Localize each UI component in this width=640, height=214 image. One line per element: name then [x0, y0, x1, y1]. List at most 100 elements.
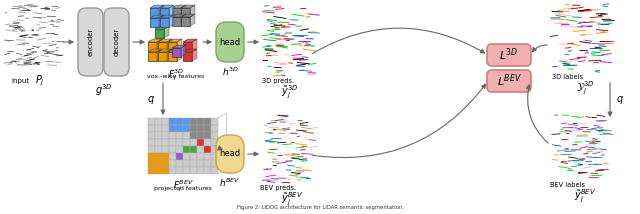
- Polygon shape: [155, 29, 164, 38]
- Bar: [169, 146, 176, 153]
- Bar: [190, 139, 197, 146]
- Polygon shape: [183, 52, 192, 61]
- Bar: [190, 146, 197, 153]
- Bar: [183, 125, 190, 132]
- Bar: [197, 146, 204, 153]
- Polygon shape: [168, 39, 182, 42]
- Bar: [155, 153, 162, 160]
- Text: $P_j$: $P_j$: [35, 74, 45, 88]
- Polygon shape: [192, 49, 197, 61]
- Bar: [162, 167, 169, 174]
- Bar: [169, 139, 176, 146]
- Polygon shape: [158, 39, 172, 42]
- Bar: [155, 167, 162, 174]
- Bar: [211, 160, 218, 167]
- Polygon shape: [148, 39, 162, 42]
- Bar: [211, 132, 218, 139]
- Polygon shape: [183, 49, 197, 52]
- Polygon shape: [148, 42, 157, 51]
- Bar: [190, 118, 197, 125]
- Bar: [162, 139, 169, 146]
- Polygon shape: [150, 5, 164, 8]
- Polygon shape: [172, 48, 181, 57]
- Bar: [197, 139, 204, 146]
- Bar: [162, 118, 169, 125]
- Bar: [204, 132, 211, 139]
- Bar: [197, 132, 204, 139]
- Bar: [211, 125, 218, 132]
- Bar: [162, 160, 169, 167]
- Text: $F_j^{BEV}$: $F_j^{BEV}$: [173, 178, 193, 193]
- Bar: [148, 167, 155, 174]
- Polygon shape: [159, 15, 164, 27]
- Bar: [162, 132, 169, 139]
- Polygon shape: [181, 14, 186, 26]
- Polygon shape: [150, 8, 159, 17]
- FancyBboxPatch shape: [78, 8, 103, 76]
- Bar: [183, 153, 190, 160]
- Bar: [169, 132, 176, 139]
- Text: projected features: projected features: [154, 186, 212, 191]
- Text: input: input: [11, 78, 29, 84]
- Bar: [176, 153, 183, 160]
- Polygon shape: [158, 49, 172, 52]
- Bar: [197, 160, 204, 167]
- Bar: [211, 139, 218, 146]
- Polygon shape: [160, 8, 169, 17]
- Polygon shape: [172, 45, 186, 48]
- Bar: [148, 146, 155, 153]
- Polygon shape: [190, 5, 195, 17]
- Polygon shape: [150, 18, 159, 27]
- Text: $L^{BEV}$: $L^{BEV}$: [497, 73, 522, 89]
- Bar: [204, 118, 211, 125]
- Bar: [204, 125, 211, 132]
- Bar: [204, 139, 211, 146]
- Bar: [148, 132, 155, 139]
- Text: $g^{3D}$: $g^{3D}$: [95, 82, 113, 98]
- Polygon shape: [169, 15, 174, 27]
- Bar: [190, 132, 197, 139]
- Polygon shape: [177, 49, 182, 61]
- FancyBboxPatch shape: [487, 44, 531, 66]
- Polygon shape: [181, 14, 195, 17]
- Text: head: head: [220, 37, 241, 46]
- Bar: [169, 153, 176, 160]
- Bar: [148, 139, 155, 146]
- Bar: [148, 118, 155, 125]
- Bar: [148, 153, 155, 160]
- Text: decoder: decoder: [113, 28, 120, 56]
- Text: $F_j^{3D}$: $F_j^{3D}$: [168, 67, 184, 83]
- Bar: [204, 160, 211, 167]
- Polygon shape: [172, 8, 181, 17]
- Polygon shape: [157, 39, 162, 51]
- Bar: [190, 167, 197, 174]
- Text: $h^{3D}$: $h^{3D}$: [221, 66, 238, 78]
- Text: $q$: $q$: [147, 94, 155, 106]
- Bar: [197, 125, 204, 132]
- Polygon shape: [164, 26, 169, 38]
- Text: $h^{BEV}$: $h^{BEV}$: [220, 177, 241, 189]
- Bar: [183, 139, 190, 146]
- Polygon shape: [167, 49, 172, 61]
- Text: vox.-wise features: vox.-wise features: [147, 74, 205, 79]
- Bar: [148, 160, 155, 167]
- Polygon shape: [168, 52, 177, 61]
- Polygon shape: [181, 17, 190, 26]
- Bar: [155, 132, 162, 139]
- Text: $q$: $q$: [616, 94, 624, 106]
- Bar: [211, 118, 218, 125]
- Bar: [176, 146, 183, 153]
- Polygon shape: [157, 49, 162, 61]
- Bar: [169, 125, 176, 132]
- Polygon shape: [181, 5, 195, 8]
- Polygon shape: [169, 5, 174, 17]
- Bar: [183, 167, 190, 174]
- Polygon shape: [167, 39, 172, 51]
- Polygon shape: [181, 5, 186, 17]
- Polygon shape: [168, 49, 182, 52]
- Bar: [190, 153, 197, 160]
- Bar: [155, 118, 162, 125]
- Bar: [169, 160, 176, 167]
- Polygon shape: [148, 52, 157, 61]
- Bar: [183, 160, 190, 167]
